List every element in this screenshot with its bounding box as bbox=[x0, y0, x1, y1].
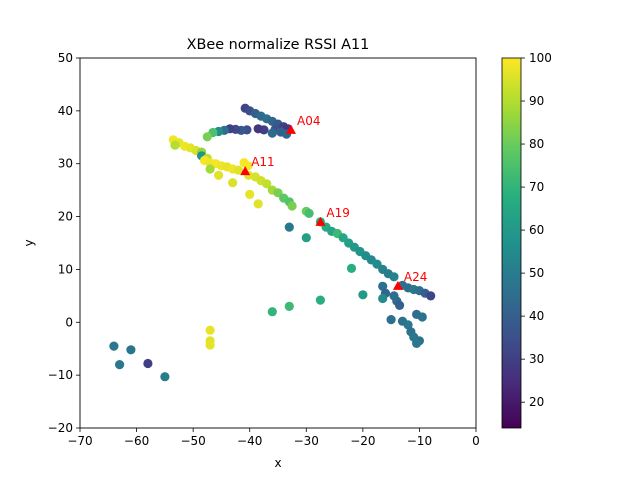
data-point bbox=[301, 233, 311, 243]
colorbar bbox=[501, 57, 522, 429]
y-tick-label: 20 bbox=[58, 210, 73, 224]
data-point bbox=[386, 315, 396, 325]
data-point bbox=[284, 301, 294, 311]
y-tick-label: −10 bbox=[48, 368, 73, 382]
data-point bbox=[378, 281, 388, 291]
anchor-label: A11 bbox=[251, 155, 274, 169]
x-tick-label: −50 bbox=[180, 434, 205, 448]
colorbar-tick-label: 50 bbox=[529, 266, 544, 280]
x-axis-ticks: −70 −60 −50 −40 −30 −20 −10 0 bbox=[67, 428, 480, 448]
colorbar-tick-label: 80 bbox=[529, 137, 544, 151]
data-point bbox=[378, 293, 388, 304]
points-layer bbox=[109, 103, 436, 382]
y-tick-label: 0 bbox=[65, 315, 73, 329]
y-tick-label: 50 bbox=[58, 51, 73, 65]
data-point bbox=[304, 208, 314, 218]
data-point bbox=[389, 272, 399, 282]
anchor-label: A19 bbox=[326, 206, 349, 220]
x-tick-label: −10 bbox=[407, 434, 432, 448]
data-point bbox=[109, 341, 119, 351]
data-point bbox=[202, 132, 212, 142]
y-tick-label: −20 bbox=[48, 421, 73, 435]
data-point bbox=[267, 128, 277, 138]
x-tick-label: −60 bbox=[124, 434, 149, 448]
data-point bbox=[126, 345, 136, 355]
data-point bbox=[233, 165, 243, 175]
data-point bbox=[160, 372, 170, 382]
anchor-marker bbox=[392, 280, 403, 290]
data-point bbox=[115, 360, 125, 370]
colorbar-tick-label: 20 bbox=[529, 395, 544, 409]
data-point bbox=[253, 199, 263, 209]
x-tick-label: −70 bbox=[67, 434, 92, 448]
anchor-label: A04 bbox=[297, 114, 320, 128]
colorbar-tick-label: 90 bbox=[529, 94, 544, 108]
colorbar-tick-label: 100 bbox=[529, 51, 552, 65]
anchor-marker bbox=[315, 216, 326, 226]
data-point bbox=[417, 312, 427, 322]
data-point bbox=[228, 178, 238, 188]
colorbar-tick-label: 60 bbox=[529, 223, 544, 237]
data-point bbox=[284, 222, 294, 232]
data-point bbox=[245, 189, 255, 199]
anchor-label: A24 bbox=[404, 270, 427, 284]
y-axis-label: y bbox=[22, 239, 36, 246]
data-point bbox=[205, 164, 215, 174]
colorbar-tick-label: 30 bbox=[529, 352, 544, 366]
anchor-marker bbox=[286, 124, 297, 134]
data-point bbox=[267, 307, 277, 317]
colorbar-tick-label: 40 bbox=[529, 309, 544, 323]
y-tick-label: 30 bbox=[58, 157, 73, 171]
data-point bbox=[395, 300, 405, 310]
data-point bbox=[253, 124, 263, 134]
colorbar-ticks: 20 30 40 50 60 70 80 90 100 bbox=[521, 51, 552, 409]
data-point bbox=[426, 291, 436, 301]
data-point bbox=[346, 263, 357, 273]
x-axis-label: x bbox=[274, 456, 281, 470]
data-point bbox=[170, 140, 180, 150]
data-point bbox=[205, 340, 215, 350]
data-point bbox=[205, 325, 215, 335]
data-point bbox=[412, 338, 422, 348]
data-point bbox=[262, 179, 272, 189]
x-tick-label: −20 bbox=[350, 434, 375, 448]
y-tick-label: 10 bbox=[58, 262, 73, 276]
anchor-marker bbox=[240, 166, 251, 176]
chart-title: XBee normalize RSSI A11 bbox=[187, 37, 370, 53]
y-tick-label: 40 bbox=[58, 104, 73, 118]
anchors-layer: A04 A11 A19 A24 bbox=[240, 114, 427, 290]
data-point bbox=[287, 201, 297, 211]
plot-frame bbox=[79, 57, 477, 429]
data-point bbox=[315, 295, 325, 305]
x-tick-label: 0 bbox=[472, 434, 480, 448]
y-axis-ticks: −20 −10 0 10 20 30 40 50 bbox=[48, 51, 80, 435]
colorbar-tick-label: 70 bbox=[529, 180, 544, 194]
data-point bbox=[358, 290, 368, 300]
x-tick-label: −40 bbox=[237, 434, 262, 448]
x-tick-label: −30 bbox=[294, 434, 319, 448]
data-point bbox=[214, 170, 224, 180]
data-point bbox=[403, 320, 413, 330]
data-point bbox=[143, 358, 153, 369]
